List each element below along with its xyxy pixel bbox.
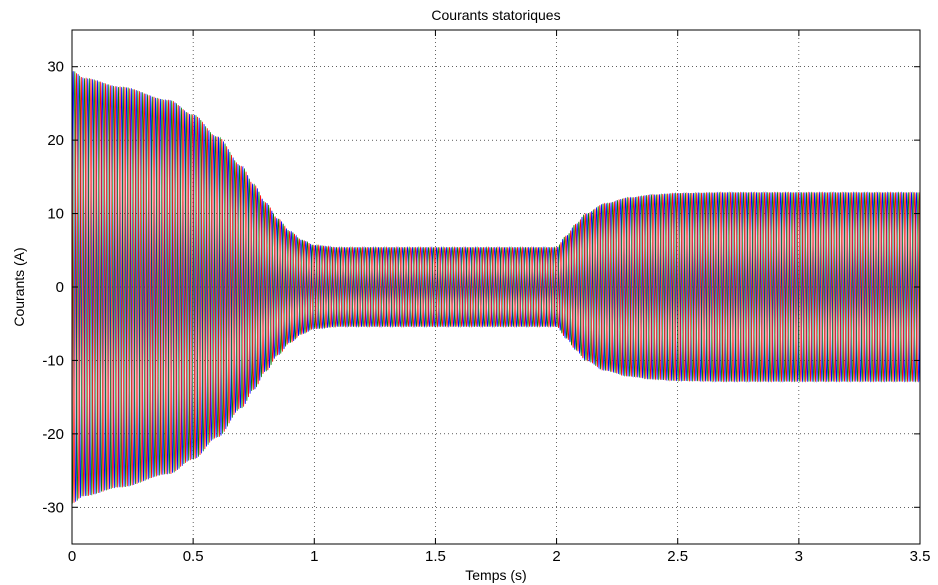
x-tick-label: 2.5 [667, 548, 688, 565]
series-line-2 [71, 71, 921, 504]
x-axis-label: Temps (s) [465, 567, 526, 583]
series-line-1 [71, 71, 921, 502]
y-tick-label: 0 [56, 279, 64, 296]
x-tick-label: 1 [310, 548, 318, 565]
y-tick-label: 10 [47, 206, 64, 223]
series-group [71, 71, 921, 504]
y-tick-label: 20 [47, 132, 64, 149]
x-tick-label: 1.5 [425, 548, 446, 565]
x-tick-label: 3.5 [910, 548, 931, 565]
x-tick-label: 3 [795, 548, 803, 565]
axis-ticks: 0 0.5 1 1.5 2 2.5 3 3.5 -30 -20 -10 0 10 20 30 [42, 30, 930, 565]
y-tick-label: -20 [42, 426, 64, 443]
y-axis-label: Courants (A) [11, 247, 27, 326]
x-tick-label: 0 [68, 548, 76, 565]
x-tick-label: 0.5 [183, 548, 204, 565]
series-line-3 [71, 73, 921, 503]
y-tick-label: -10 [42, 352, 64, 369]
y-tick-label: 30 [47, 59, 64, 76]
y-tick-label: -30 [42, 499, 64, 516]
x-tick-label: 2 [552, 548, 560, 565]
chart-title: Courants statoriques [431, 7, 560, 23]
